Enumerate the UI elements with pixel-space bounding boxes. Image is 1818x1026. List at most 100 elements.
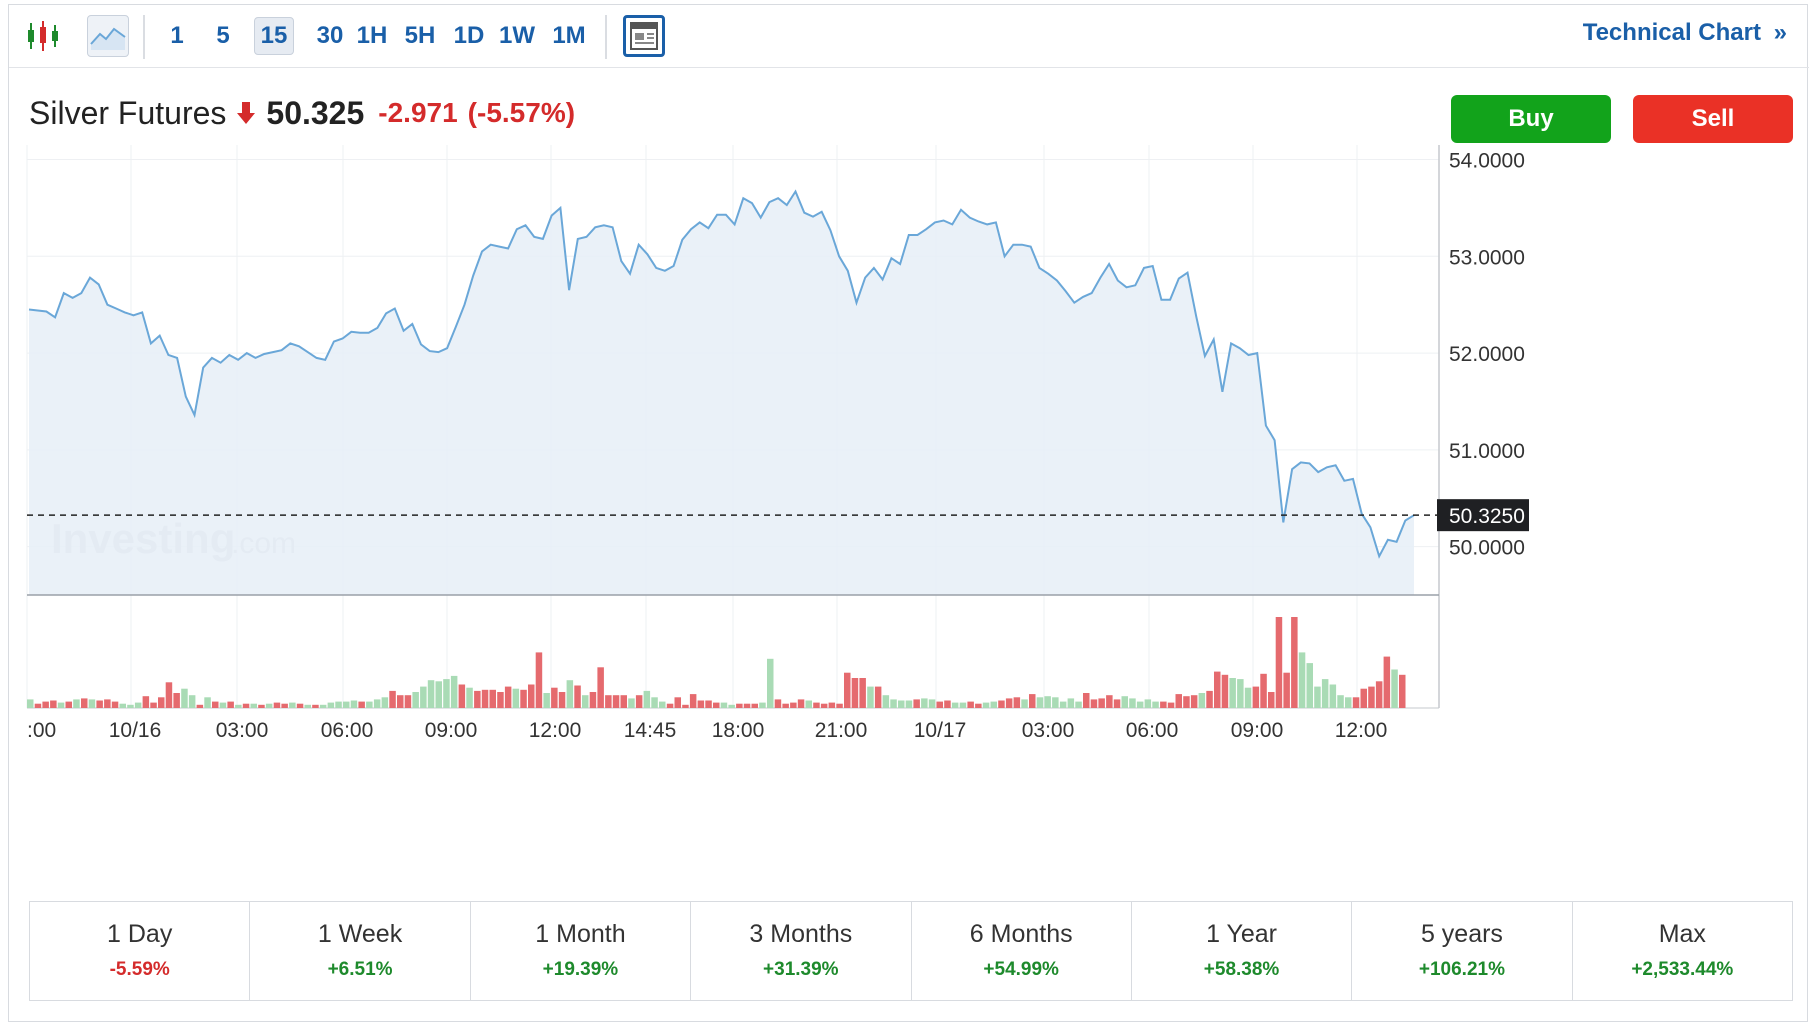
- volume-bar: [165, 682, 173, 708]
- volume-bar: [1321, 679, 1329, 708]
- volume-bar: [628, 698, 635, 708]
- volume-bar: [204, 697, 211, 708]
- volume-bar: [1221, 674, 1229, 708]
- interval-button-1w[interactable]: 1W: [499, 22, 535, 49]
- interval-button-1h[interactable]: 1H: [356, 22, 388, 49]
- volume-bar: [235, 704, 242, 708]
- technical-chart-link[interactable]: Technical Chart »: [1583, 19, 1787, 47]
- performance-period-label: 1 Day: [107, 920, 173, 948]
- volume-bar: [882, 695, 890, 708]
- volume-bar: [851, 678, 859, 708]
- buy-button[interactable]: Buy: [1451, 95, 1611, 143]
- volume-bar: [296, 703, 304, 708]
- performance-cell[interactable]: 1 Week +6.51%: [250, 902, 471, 1000]
- x-tick-label: 12:00: [1335, 719, 1388, 742]
- volume-bar: [1229, 678, 1236, 708]
- interval-button-1m[interactable]: 1M: [552, 22, 586, 49]
- volume-bar: [890, 699, 897, 708]
- volume-bar: [50, 700, 57, 708]
- x-tick-label: 06:00: [1126, 719, 1179, 742]
- volume-bar: [1167, 702, 1175, 708]
- performance-cell[interactable]: 3 Months +31.39%: [691, 902, 912, 1000]
- volume-bar: [1352, 697, 1360, 708]
- volume-bar: [959, 702, 967, 708]
- performance-value: +106.21%: [1418, 959, 1505, 980]
- y-tick-label: 54.0000: [1449, 150, 1525, 173]
- volume-bar: [1306, 663, 1313, 708]
- volume-bar: [898, 700, 905, 708]
- interval-button-30[interactable]: 30: [316, 22, 344, 49]
- volume-bar: [227, 701, 234, 708]
- volume-bar: [443, 679, 450, 708]
- volume-bar: [1152, 701, 1159, 708]
- candlestick-icon[interactable]: [23, 15, 63, 57]
- volume-bar: [489, 689, 496, 708]
- x-tick-label: 21:00: [815, 719, 868, 742]
- chart-widget: 1 5 15 30 1H 5H 1D 1W 1M Technical Chart » Silve…: [8, 4, 1809, 1022]
- x-tick-label: 03:00: [216, 719, 269, 742]
- volume-bar: [589, 692, 597, 709]
- volume-bar: [751, 703, 758, 708]
- volume-bar: [1005, 698, 1013, 708]
- performance-cell[interactable]: 1 Day -5.59%: [30, 902, 251, 1000]
- performance-cell[interactable]: 1 Month +19.39%: [471, 902, 692, 1000]
- x-tick-label: 10/16: [109, 719, 162, 742]
- volume-bar: [366, 701, 373, 708]
- volume-bar: [1314, 686, 1321, 708]
- volume-bar: [358, 701, 365, 708]
- performance-cell[interactable]: 1 Year +58.38%: [1132, 902, 1353, 1000]
- volume-bar: [397, 695, 404, 708]
- volume-bar: [389, 690, 396, 708]
- volume-bar: [142, 696, 150, 708]
- volume-bar: [304, 704, 311, 708]
- interval-button-1[interactable]: 1: [170, 22, 184, 49]
- volume-bar: [774, 699, 782, 708]
- line-chart-icon[interactable]: [87, 15, 129, 57]
- interval-button-5h[interactable]: 5H: [404, 22, 436, 49]
- volume-bar: [458, 684, 466, 708]
- volume-bar: [196, 704, 204, 708]
- performance-value: +54.99%: [983, 959, 1059, 980]
- x-tick-label: 03:00: [1022, 719, 1075, 742]
- toolbar-divider: [143, 15, 145, 59]
- performance-period-label: 5 years: [1420, 920, 1503, 948]
- performance-cell[interactable]: 5 years +106.21%: [1352, 902, 1573, 1000]
- volume-bar: [127, 704, 134, 708]
- volume-bar: [528, 684, 535, 708]
- volume-bar: [1252, 686, 1260, 708]
- volume-bar: [1383, 656, 1391, 708]
- interval-button-1d[interactable]: 1D: [453, 22, 485, 49]
- volume-bar: [558, 692, 566, 709]
- performance-value: +58.38%: [1203, 959, 1280, 980]
- price-change: -2.971: [378, 97, 458, 128]
- volume-bar: [65, 701, 72, 708]
- y-tick-label: 51.0000: [1449, 440, 1525, 463]
- sell-button[interactable]: Sell: [1633, 95, 1793, 143]
- volume-bar: [682, 704, 689, 708]
- volume-bar: [404, 695, 412, 708]
- volume-bar: [1052, 697, 1059, 708]
- volume-bar: [335, 701, 342, 708]
- interval-button-15[interactable]: 15: [254, 17, 294, 55]
- volume-bar: [612, 695, 620, 708]
- volume-bar: [1391, 669, 1398, 708]
- volume-bar: [820, 703, 828, 708]
- widget-layout-icon[interactable]: [623, 15, 665, 57]
- volume-bar: [1268, 692, 1275, 709]
- y-tick-label: 52.0000: [1449, 343, 1525, 366]
- price-chart[interactable]: Investing.com54.000053.000052.000051.000…: [9, 5, 1809, 885]
- price-change-percent: (-5.57%): [467, 97, 576, 128]
- volume-bar: [1291, 617, 1298, 708]
- x-tick-label: 14:45: [624, 719, 677, 742]
- performance-cell[interactable]: 6 Months +54.99%: [912, 902, 1132, 1000]
- performance-cell[interactable]: Max +2,533.44%: [1573, 902, 1792, 1000]
- performance-value: -5.59%: [109, 959, 170, 980]
- volume-bar: [944, 700, 951, 708]
- volume-bar: [57, 702, 65, 708]
- interval-button-5[interactable]: 5: [216, 22, 230, 49]
- arrow-down-icon: [236, 100, 256, 126]
- volume-bar: [73, 699, 80, 708]
- volume-bar: [81, 698, 88, 708]
- performance-value: +31.39%: [763, 959, 839, 980]
- volume-bar: [1098, 698, 1105, 708]
